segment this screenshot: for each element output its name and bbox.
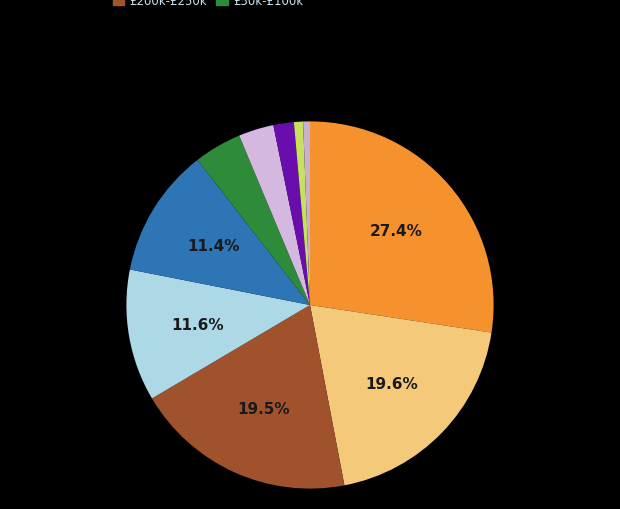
Wedge shape [239,126,310,305]
Text: 11.4%: 11.4% [187,238,239,253]
Wedge shape [198,136,310,305]
Wedge shape [310,122,494,333]
Wedge shape [126,270,310,399]
Wedge shape [303,122,310,305]
Text: 11.6%: 11.6% [172,317,224,332]
Text: 27.4%: 27.4% [370,224,423,239]
Wedge shape [152,305,344,489]
Legend: £150k-£200k, £100k-£150k, £200k-£250k, £250k-£300k, £300k-£400k, £50k-£100k, £40: £150k-£200k, £100k-£150k, £200k-£250k, £… [109,0,511,12]
Wedge shape [273,123,310,305]
Text: 19.5%: 19.5% [237,402,290,416]
Wedge shape [310,305,492,486]
Wedge shape [294,122,310,305]
Wedge shape [130,161,310,305]
Text: 19.6%: 19.6% [366,377,418,392]
